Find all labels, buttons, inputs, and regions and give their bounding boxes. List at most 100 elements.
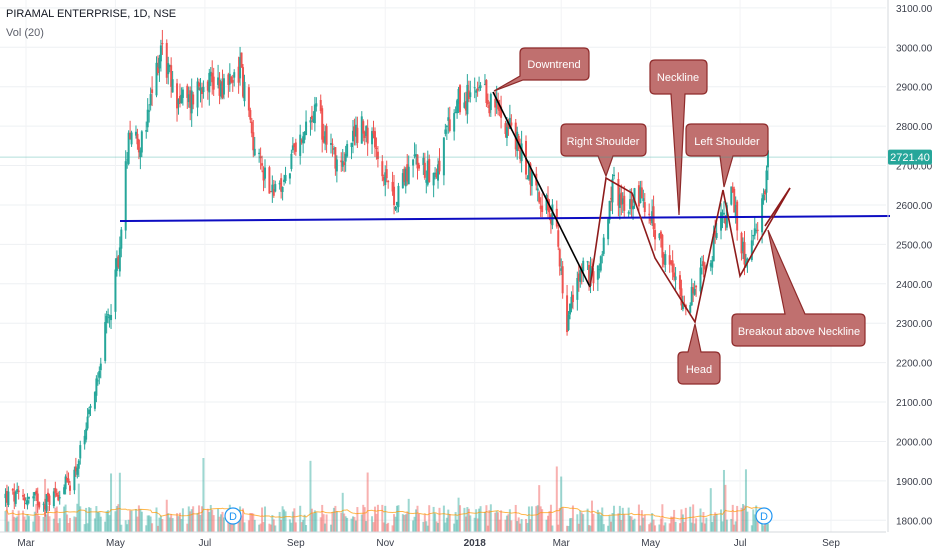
candle-body <box>199 87 202 92</box>
volume-bar <box>332 507 335 532</box>
volume-bar <box>269 524 272 532</box>
volume-bar <box>108 515 111 532</box>
volume-bar <box>22 510 25 532</box>
candle-body <box>406 164 409 182</box>
price-axis[interactable]: 1800.00 1900.00 2000.00 2100.00 2200.00 2300.… <box>887 0 932 532</box>
time-axis[interactable]: Mar May Jul Sep Nov 2018 Mar May Jul Sep <box>0 531 886 549</box>
candle-body <box>127 132 130 164</box>
candle-body <box>445 126 448 128</box>
volume-bar <box>35 504 38 532</box>
volume-bar <box>253 519 256 532</box>
volume-bar <box>539 506 542 532</box>
volume-bar <box>608 515 611 532</box>
volume-bar <box>376 504 379 532</box>
volume-bar <box>211 509 214 532</box>
volume-bar <box>580 512 583 532</box>
volume-bar <box>161 519 164 532</box>
volume-bar <box>722 469 725 532</box>
volume-bar <box>658 524 661 532</box>
volume-bar <box>479 506 482 532</box>
volume-bar <box>139 508 142 532</box>
dividend-marker-1[interactable] <box>224 507 242 525</box>
volume-bar <box>381 504 384 532</box>
candle-body <box>354 124 357 137</box>
volume-bar <box>599 515 602 532</box>
volume-bar <box>310 508 313 532</box>
candle-body <box>220 83 223 97</box>
volume-bar <box>507 514 510 532</box>
candle-body <box>148 110 151 112</box>
volume-bar <box>305 525 308 532</box>
volume-bar <box>38 516 41 532</box>
candle-body <box>558 249 561 267</box>
candle-body <box>221 81 224 98</box>
volume-bar <box>322 514 325 532</box>
candle-body <box>114 269 117 312</box>
candle-body <box>192 94 195 105</box>
volume-bar <box>170 514 173 532</box>
last-price-text: 2721.40 <box>890 152 930 164</box>
candle-body <box>140 131 143 153</box>
volume-bar <box>11 509 14 532</box>
volume-bar <box>303 514 306 532</box>
candle-body <box>52 491 55 507</box>
candle-body <box>170 65 173 87</box>
volume-bar <box>240 515 243 532</box>
volume-bar <box>58 518 61 532</box>
candle-body <box>623 195 626 211</box>
volume-bar <box>127 519 130 532</box>
candle-body <box>764 190 767 195</box>
candle-body <box>156 66 159 74</box>
candle-body <box>658 233 661 239</box>
candle-body <box>425 179 428 183</box>
candle-body <box>269 191 272 193</box>
volume-bar <box>315 512 318 532</box>
volume-bar <box>120 524 123 532</box>
candle-body <box>467 90 470 99</box>
dividend-marker-2[interactable] <box>755 507 773 525</box>
candle-body <box>417 164 420 169</box>
candle-body <box>36 493 39 506</box>
volume-bar <box>610 521 613 532</box>
candle-body <box>661 234 664 258</box>
candle-body <box>730 186 733 205</box>
volume-bar <box>130 510 133 532</box>
volume-bar <box>649 522 652 532</box>
volume-bar <box>703 523 706 532</box>
volume-bar <box>13 516 16 532</box>
candle-body <box>341 160 344 167</box>
volume-bar <box>505 515 508 532</box>
candle-body <box>479 85 482 88</box>
candle-body <box>404 168 407 187</box>
candle-body <box>592 271 595 284</box>
volume-bar <box>602 524 605 532</box>
y-tick-label: 2800.00 <box>896 122 932 133</box>
candle-body <box>118 247 121 272</box>
volume-bar <box>373 506 376 532</box>
candle-body <box>161 43 164 45</box>
candle-body <box>637 185 640 207</box>
candle-body <box>212 76 215 90</box>
candle-body <box>678 275 681 290</box>
candle-body <box>589 266 592 286</box>
candle-body <box>249 110 252 120</box>
candle-body <box>26 500 29 506</box>
candle-body <box>190 90 193 114</box>
candle-body <box>136 133 139 145</box>
volume-bar <box>387 522 390 532</box>
volume-bar <box>577 523 580 532</box>
volume-bar <box>639 525 642 532</box>
candle-body <box>466 84 469 115</box>
candle-body <box>761 198 764 233</box>
candle-body <box>395 202 398 206</box>
volume-bar <box>752 509 755 532</box>
volume-bar <box>340 512 343 532</box>
volume-bar <box>391 525 394 532</box>
candle-body <box>38 502 41 508</box>
candle-body <box>274 184 277 192</box>
volume-bar <box>118 472 121 532</box>
candle-body <box>459 85 462 113</box>
volume-bar <box>668 523 671 532</box>
